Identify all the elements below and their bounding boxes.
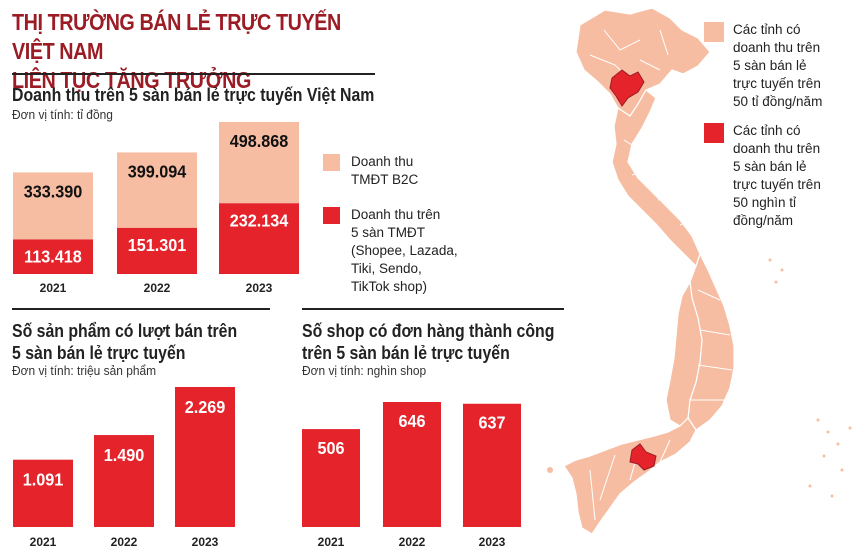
map-legend-light-line: 5 sàn bán lẻ <box>733 58 807 73</box>
legend-swatch-five <box>323 207 340 224</box>
data-label-five: 151.301 <box>128 235 187 255</box>
map-legend-light: Các tỉnh có doanh thu trên 5 sàn bán lẻ … <box>733 21 822 111</box>
bar-b2c <box>117 152 197 228</box>
data-label-products: 2.269 <box>185 397 226 417</box>
map-province-borders <box>589 29 733 521</box>
map-legend-swatch-red <box>704 123 724 143</box>
bar-b2c <box>219 122 299 204</box>
bar-five-platforms <box>117 227 197 274</box>
legend-five-line: Tiki, Sendo, <box>351 261 422 276</box>
bar-b2c <box>13 172 93 240</box>
x-tick-label: 2022 <box>144 281 171 295</box>
chart1-unit: Đơn vị tính: tỉ đồng <box>12 107 113 122</box>
map-legend-red-line: doanh thu trên <box>733 141 821 156</box>
map-island <box>848 426 852 430</box>
x-tick-label: 2021 <box>40 281 67 295</box>
data-label-b2c: 498.868 <box>230 131 289 151</box>
chart2-title-line: Số sản phẩm có lượt bán trên <box>12 321 238 341</box>
map-island <box>547 467 553 473</box>
map-island <box>826 430 830 434</box>
headline: THỊ TRƯỜNG BÁN LẺ TRỰC TUYẾN VIỆT NAM LI… <box>12 8 356 95</box>
chart3-title: Số shop có đơn hàng thành công trên 5 sà… <box>302 320 554 364</box>
map-legend-red-line: 50 nghìn tỉ <box>733 195 797 210</box>
chart1-title: Doanh thu trên 5 sàn bán lẻ trực tuyến V… <box>12 85 375 105</box>
legend-five-line: 5 sàn TMĐT <box>351 225 426 240</box>
bar-five-platforms <box>13 239 93 274</box>
chart3-title-line: Số shop có đơn hàng thành công <box>302 321 555 341</box>
data-label-shops: 637 <box>478 413 505 433</box>
legend-swatch-b2c <box>323 154 340 171</box>
map-region-south <box>563 417 697 535</box>
map-legend-red-line: 5 sàn bán lẻ <box>733 159 807 174</box>
map-island <box>768 258 772 262</box>
map-island <box>822 454 826 458</box>
map-legend-red-line: trực tuyến trên <box>733 177 821 192</box>
legend-five-line: (Shopee, Lazada, <box>351 243 458 258</box>
chart1-rule <box>12 73 375 75</box>
legend-b2c: Doanh thu TMĐT B2C <box>351 153 418 189</box>
charts-canvas: 333.390 113.418 2021 399.094 151.301 2022 498.… <box>13 122 521 549</box>
bar-products <box>175 387 235 527</box>
chart2-title: Số sản phẩm có lượt bán trên 5 sàn bán l… <box>12 320 237 364</box>
x-tick-label: 2022 <box>399 535 426 549</box>
map-legend-swatch-light <box>704 22 724 42</box>
data-label-shops: 646 <box>398 411 425 431</box>
bar-shops <box>463 403 521 527</box>
map-hcmc-highlight <box>629 443 657 471</box>
chart2-rule <box>12 308 270 310</box>
map-island <box>830 494 834 498</box>
map-hanoi-highlight <box>609 69 645 107</box>
bar-five-platforms <box>219 203 299 274</box>
chart3-unit: Đơn vị tính: nghìn shop <box>302 363 427 378</box>
map-island <box>774 280 778 284</box>
data-label-products: 1.091 <box>23 470 64 490</box>
chart2-title-line: 5 sàn bán lẻ trực tuyến <box>12 343 186 363</box>
legend-five-line: Doanh thu trên <box>351 207 441 222</box>
bar-products <box>94 435 154 527</box>
bar-products <box>13 459 73 527</box>
data-label-b2c: 399.094 <box>128 162 187 182</box>
legend-b2c-line: Doanh thu <box>351 154 414 169</box>
vietnam-map <box>547 7 852 535</box>
map-region-north-central <box>611 89 701 267</box>
x-tick-label: 2023 <box>246 281 273 295</box>
legend-b2c-line: TMĐT B2C <box>351 172 419 187</box>
bar-shops <box>383 402 441 527</box>
data-label-five: 232.134 <box>230 211 289 231</box>
headline-line-1: THỊ TRƯỜNG BÁN LẺ TRỰC TUYẾN VIỆT NAM <box>12 9 341 64</box>
x-tick-label: 2023 <box>192 535 219 549</box>
data-label-b2c: 333.390 <box>24 182 83 202</box>
map-legend-light-line: Các tỉnh có <box>733 22 801 37</box>
data-label-products: 1.490 <box>104 445 145 465</box>
chart3-rule <box>302 308 564 310</box>
map-legend-red-line: Các tỉnh có <box>733 123 801 138</box>
map-legend-red-line: đồng/năm <box>733 213 794 228</box>
headline-line-2: LIÊN TỤC TĂNG TRƯỞNG <box>12 67 251 93</box>
map-legend-light-line: trực tuyến trên <box>733 76 821 91</box>
x-tick-label: 2021 <box>318 535 345 549</box>
data-label-five: 113.418 <box>24 247 82 267</box>
map-island <box>816 418 820 422</box>
map-legend-light-line: 50 tỉ đồng/năm <box>733 94 823 109</box>
map-border <box>589 29 733 521</box>
x-tick-label: 2023 <box>479 535 506 549</box>
data-label-shops: 506 <box>317 438 344 458</box>
map-legend-light-line: doanh thu trên <box>733 40 821 55</box>
map-island <box>836 442 840 446</box>
legend-five: Doanh thu trên 5 sàn TMĐT (Shopee, Lazad… <box>351 206 458 296</box>
map-island <box>840 468 844 472</box>
chart3-title-line: trên 5 sàn bán lẻ trực tuyến <box>302 343 510 363</box>
map-island <box>780 268 784 272</box>
legend-five-line: TikTok shop) <box>351 279 428 294</box>
x-tick-label: 2022 <box>111 535 138 549</box>
map-island <box>808 484 812 488</box>
chart2-unit: Đơn vị tính: triệu sản phẩm <box>12 363 157 378</box>
map-islands <box>547 258 852 498</box>
map-legend-red: Các tỉnh có doanh thu trên 5 sàn bán lẻ … <box>733 122 821 230</box>
bar-shops <box>302 429 360 527</box>
x-tick-label: 2021 <box>30 535 57 549</box>
